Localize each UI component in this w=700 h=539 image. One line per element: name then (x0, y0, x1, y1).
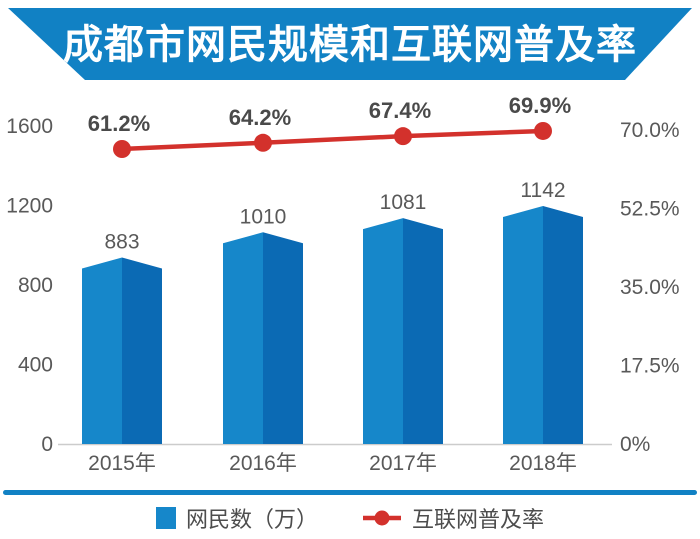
left-axis-tick-label: 400 (18, 354, 53, 377)
line-series-marker-icon (363, 510, 401, 526)
line-data-point (113, 140, 131, 158)
penetration-rate-line (121, 128, 544, 152)
bar-right-face (263, 232, 303, 444)
bar-value-label: 883 (104, 231, 139, 254)
bar-left-face (363, 218, 403, 444)
bar-series-swatch-icon (155, 507, 176, 529)
left-axis-tick-label: 0 (41, 433, 53, 456)
line-value-label: 61.2% (88, 111, 150, 136)
bar-series-label: 网民数（万） (185, 507, 318, 532)
legend-separator-line (3, 490, 697, 495)
bar-left-face (223, 232, 263, 444)
right-axis-tick-label: 35.0% (620, 276, 680, 299)
legend-item-line-series: 互联网普及率 (362, 502, 544, 534)
bar-value-label: 1142 (520, 179, 565, 202)
line-data-point (254, 133, 272, 152)
legend-item-bar-series: 网民数（万） (155, 502, 318, 534)
line-data-point (394, 127, 412, 146)
bar-value-label: 1010 (240, 205, 287, 228)
line-data-point (534, 121, 552, 140)
line-value-label: 64.2% (229, 105, 291, 130)
bar-right-face (403, 218, 443, 444)
bar-right-face (122, 257, 162, 444)
line-value-label: 67.4% (369, 98, 431, 123)
x-axis-category-label: 2015年 (88, 452, 156, 475)
x-axis-category-label: 2017年 (369, 452, 437, 475)
line-value-label: 69.9% (509, 93, 571, 118)
right-axis-tick-label: 52.5% (620, 198, 680, 221)
title-banner: 成都市网民规模和互联网普及率 (8, 8, 692, 80)
bar-left-face (503, 206, 543, 444)
bar-left-face (82, 257, 122, 444)
bar-value-label: 1081 (380, 191, 427, 214)
x-axis-category-label: 2018年 (509, 452, 577, 475)
right-axis-tick-label: 70.0% (620, 119, 680, 142)
bar-right-face (543, 206, 583, 444)
left-axis-tick-label: 800 (18, 274, 53, 297)
page-title: 成都市网民规模和互联网普及率 (63, 23, 637, 67)
chart-legend: 网民数（万） 互联网普及率 (0, 500, 700, 536)
x-axis-category-label: 2016年 (229, 452, 297, 475)
left-axis-tick-label: 1600 (6, 115, 53, 138)
right-axis-tick-label: 17.5% (620, 355, 680, 378)
right-axis-tick-label: 0% (620, 433, 650, 456)
line-series-label: 互联网普及率 (412, 507, 545, 532)
left-axis-tick-label: 1200 (6, 195, 53, 218)
